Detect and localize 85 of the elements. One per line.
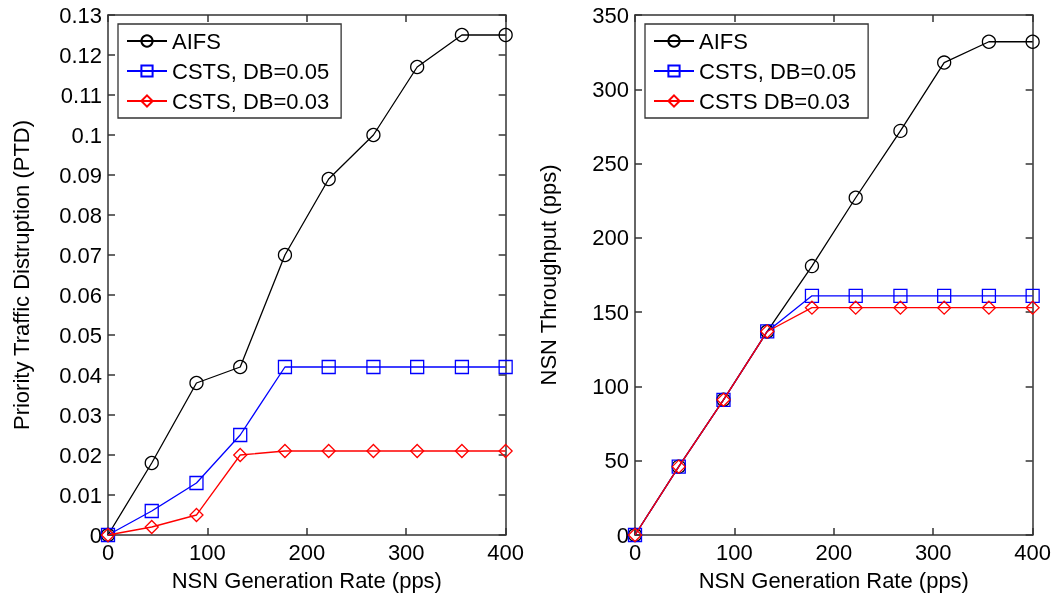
y-tick-label: 0.13 xyxy=(59,2,102,28)
y-tick-label: 200 xyxy=(591,225,629,251)
y-tick-label: 0 xyxy=(89,522,102,548)
y-tick-label: 250 xyxy=(591,151,629,177)
y-tick-label: 150 xyxy=(591,299,629,325)
point xyxy=(892,300,908,315)
point xyxy=(848,300,863,315)
y-tick-label: 0.12 xyxy=(59,42,102,68)
point xyxy=(366,127,381,143)
point xyxy=(410,443,425,459)
x-tick-label: 200 xyxy=(814,539,852,565)
y-tick-label: 0.02 xyxy=(59,442,102,468)
point xyxy=(804,258,819,274)
point xyxy=(936,55,951,70)
point xyxy=(189,375,204,391)
y-tick-label: 0.03 xyxy=(59,402,102,428)
y-tick-label: 0.01 xyxy=(59,482,102,508)
point xyxy=(321,443,336,459)
point xyxy=(454,27,470,43)
y-tick-label: 50 xyxy=(604,448,629,474)
point xyxy=(189,507,204,523)
point xyxy=(454,359,470,375)
point xyxy=(498,443,513,459)
x-axis-title: NSN Generation Rate (pps) xyxy=(171,567,442,593)
y-tick-label: 300 xyxy=(591,76,629,102)
point xyxy=(410,359,425,375)
point xyxy=(981,300,996,315)
point xyxy=(804,300,819,315)
x-tick-label: 300 xyxy=(387,539,425,565)
point xyxy=(1025,300,1040,315)
x-axis-title: NSN Generation Rate (pps) xyxy=(698,567,969,593)
x-tick-label: 300 xyxy=(914,539,952,565)
y-tick-label: 100 xyxy=(591,373,629,399)
point xyxy=(233,427,248,443)
y-axis-title: NSN Throughput (pps) xyxy=(535,164,560,386)
point xyxy=(321,359,336,375)
legend-label: CSTS, DB=0.05 xyxy=(698,58,856,84)
point xyxy=(1025,34,1040,49)
point xyxy=(804,288,819,303)
x-tick-label: 200 xyxy=(288,539,326,565)
legend-label: AIFS xyxy=(172,28,221,54)
point xyxy=(366,359,381,375)
point xyxy=(848,288,863,303)
x-tick-label: 100 xyxy=(189,539,226,565)
point xyxy=(366,443,381,459)
point xyxy=(144,519,159,535)
y-axis-title: Priority Traffic Distruption (PTD) xyxy=(8,119,34,431)
point xyxy=(981,34,996,49)
y-tick-label: 0 xyxy=(616,522,629,548)
legend-label: CSTS, DB=0.03 xyxy=(172,88,330,114)
point xyxy=(189,475,204,491)
point xyxy=(233,359,248,375)
point xyxy=(233,447,248,463)
point xyxy=(498,27,513,43)
point xyxy=(321,171,336,187)
legend-label: AIFS xyxy=(698,28,748,54)
point xyxy=(410,59,425,75)
x-tick-label: 100 xyxy=(715,539,753,565)
y-tick-label: 0.09 xyxy=(59,162,102,188)
y-tick-label: 0.07 xyxy=(59,242,102,268)
legend-label: CSTS, DB=0.05 xyxy=(172,58,330,84)
point xyxy=(277,247,293,263)
point xyxy=(848,190,863,205)
point xyxy=(892,123,908,139)
point xyxy=(892,288,908,303)
point xyxy=(936,300,951,315)
y-tick-label: 0.08 xyxy=(59,202,102,228)
y-tick-label: 350 xyxy=(591,2,629,28)
point xyxy=(277,359,293,375)
point xyxy=(144,503,159,519)
y-tick-label: 0.11 xyxy=(60,82,102,108)
point xyxy=(454,443,470,459)
point xyxy=(144,455,159,471)
y-tick-label: 0.06 xyxy=(59,282,102,308)
point xyxy=(936,288,951,303)
point xyxy=(277,443,293,459)
y-tick-label: 0.04 xyxy=(59,362,102,388)
legend-label: CSTS DB=0.03 xyxy=(698,88,850,114)
point xyxy=(498,359,513,375)
y-tick-label: 0.1 xyxy=(71,122,102,148)
x-tick-label: 400 xyxy=(487,539,525,565)
point xyxy=(1025,288,1040,303)
point xyxy=(981,288,996,303)
y-tick-label: 0.05 xyxy=(59,322,102,348)
x-tick-label: 400 xyxy=(1013,539,1051,565)
